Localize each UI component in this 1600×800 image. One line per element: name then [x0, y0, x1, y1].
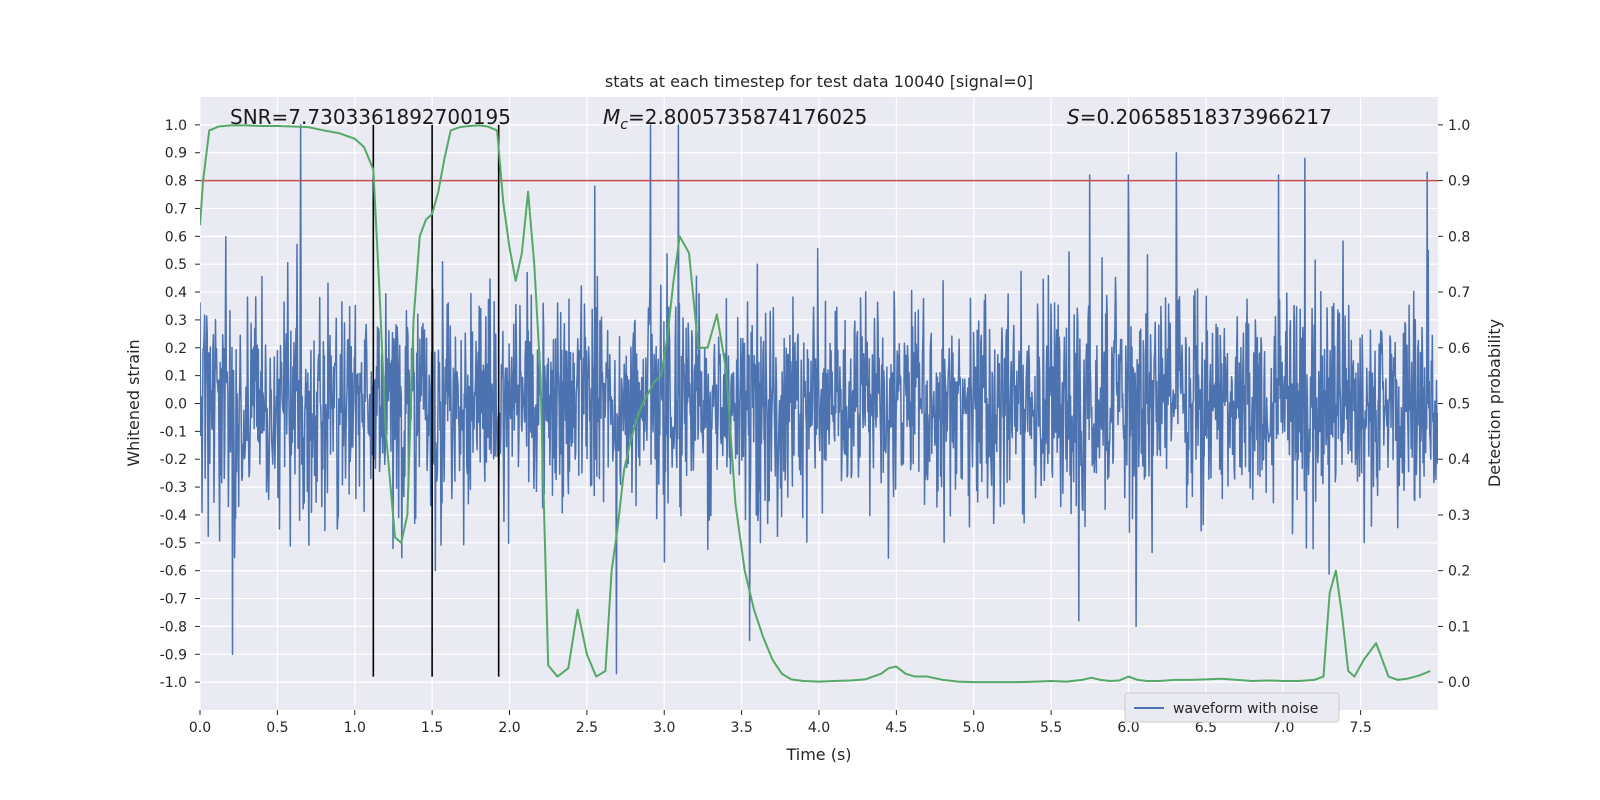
y-tick-label-left: 0.4	[165, 285, 187, 301]
y-tick-label-left: 0.0	[165, 397, 187, 413]
y-tick-label-right: 0.3	[1448, 508, 1470, 524]
y-tick-label-right: 0.9	[1448, 174, 1470, 190]
y-tick-label-left: 1.0	[165, 118, 187, 134]
waveform-series	[200, 124, 1438, 675]
y-tick-label-right: 0.0	[1448, 675, 1470, 691]
x-tick-label: 5.0	[963, 720, 985, 736]
y-tick-label-left: 0.1	[165, 369, 187, 385]
y-tick-label-right: 1.0	[1448, 118, 1470, 134]
chart-title: stats at each timestep for test data 100…	[605, 72, 1033, 91]
chirp-mass-symbol: M	[603, 105, 620, 129]
detection-line	[200, 124, 1431, 684]
y-tick-label-left: 0.5	[165, 257, 187, 273]
y-tick-label-right: 0.8	[1448, 229, 1470, 245]
x-tick-label: 2.5	[576, 720, 598, 736]
y-tick-label-left: -0.1	[160, 424, 187, 440]
y-tick-label-left: -0.8	[160, 619, 187, 635]
axes: 0.0 0.5 1.0 1.5 2.0 2.5 3.0 3.5 4.0 4.5 5.0 5.5 6.0 6…	[160, 118, 1471, 736]
x-tick-label: 0.0	[189, 720, 211, 736]
y-tick-label-left: 0.7	[165, 201, 187, 217]
chirp-mass-value: =2.8005735874176025	[628, 105, 867, 129]
detection-series	[200, 124, 1431, 684]
y-tick-label-left: 0.6	[165, 229, 187, 245]
legend-label-waveform: waveform with noise	[1173, 701, 1318, 717]
x-tick-label: 7.5	[1349, 720, 1371, 736]
overlay-lines	[200, 124, 1438, 677]
x-tick-label: 4.0	[808, 720, 830, 736]
x-tick-label: 1.0	[344, 720, 366, 736]
s-annotation: S=0.20658518373966217	[1067, 105, 1332, 129]
y-axis-label-left: Whitened strain	[124, 339, 143, 466]
s-value: =0.20658518373966217	[1080, 105, 1332, 129]
snr-annotation: SNR=7.7303361892700195	[230, 105, 511, 129]
x-tick-label: 5.5	[1040, 720, 1062, 736]
x-tick-label: 3.0	[653, 720, 675, 736]
x-axis-label: Time (s)	[785, 745, 851, 764]
y-tick-label-left: -0.9	[160, 647, 187, 663]
y-tick-label-left: 0.2	[165, 341, 187, 357]
y-tick-label-right: 0.6	[1448, 341, 1470, 357]
y-tick-label-left: 0.8	[165, 174, 187, 190]
chirp-mass-annotation: Mc=2.8005735874176025	[603, 105, 867, 133]
x-tick-label: 1.5	[421, 720, 443, 736]
y-tick-label-right: 0.5	[1448, 397, 1470, 413]
x-tick-label: 2.0	[498, 720, 520, 736]
chirp-mass-subscript: c	[620, 117, 628, 133]
x-tick-label: 6.0	[1117, 720, 1139, 736]
y-tick-label-left: 0.3	[165, 313, 187, 329]
y-tick-label-left: -0.3	[160, 480, 187, 496]
y-tick-label-left: -0.7	[160, 592, 187, 608]
waveform-line	[200, 124, 1438, 675]
s-symbol: S	[1067, 105, 1080, 129]
x-tick-label: 6.5	[1195, 720, 1217, 736]
y-tick-label-right: 0.7	[1448, 285, 1470, 301]
legend-box	[1124, 692, 1340, 723]
y-tick-label-left: -0.4	[160, 508, 187, 524]
y-axis-label-right: Detection probability	[1485, 319, 1504, 487]
y-tick-label-left: -1.0	[160, 675, 187, 691]
x-tick-label: 0.5	[266, 720, 288, 736]
y-tick-label-left: -0.5	[160, 536, 187, 552]
x-tick-label: 7.0	[1272, 720, 1294, 736]
x-tick-label: 3.5	[730, 720, 752, 736]
y-tick-label-left: -0.6	[160, 564, 187, 580]
y-tick-label-right: 0.4	[1448, 452, 1470, 468]
y-tick-label-left: 0.9	[165, 146, 187, 162]
y-tick-label-right: 0.2	[1448, 564, 1470, 580]
y-tick-label-right: 0.1	[1448, 619, 1470, 635]
legend: waveform with noise	[1124, 692, 1340, 723]
x-tick-label: 4.5	[885, 720, 907, 736]
y-tick-label-left: -0.2	[160, 452, 187, 468]
